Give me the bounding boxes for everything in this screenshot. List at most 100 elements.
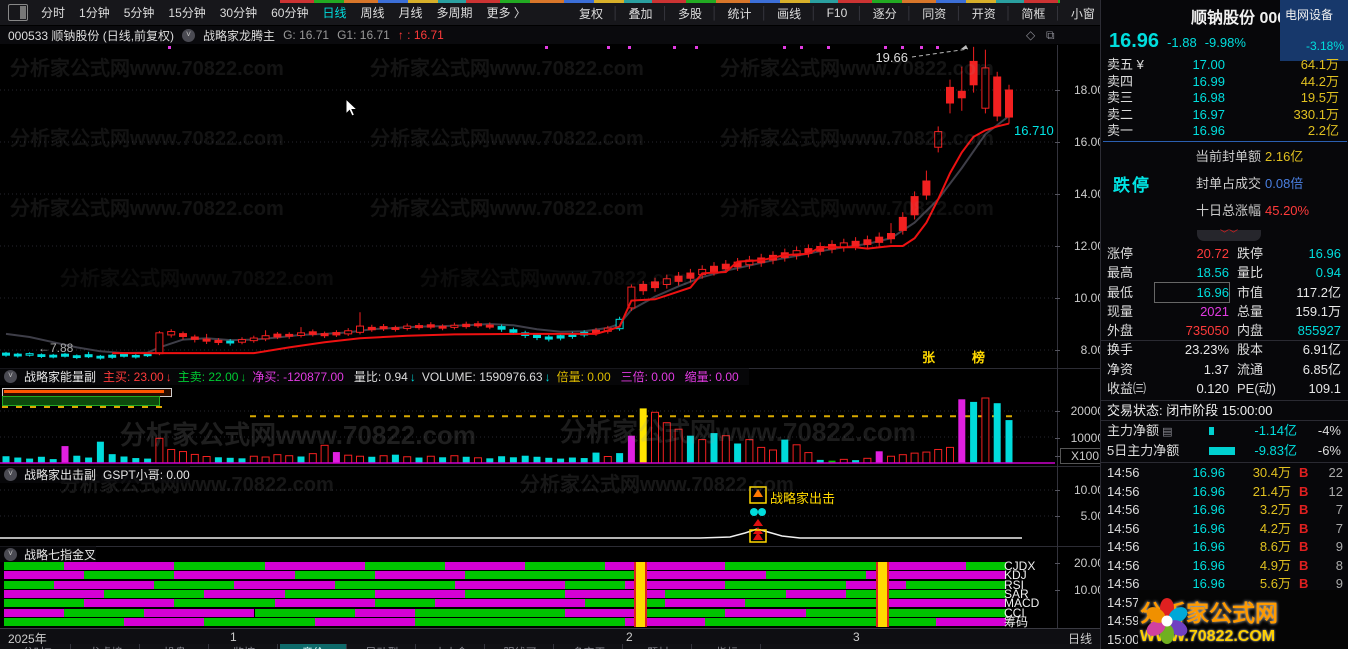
candlestick-chart[interactable]: 19.66 16.710 ←7.88 张 榜 <box>0 45 1057 368</box>
axis-label: 10.00 <box>1073 291 1104 305</box>
panel-toggle-icon[interactable]: ⧉ <box>1046 28 1055 42</box>
stripe-segment <box>845 580 906 589</box>
toolbar-action[interactable]: 简框 <box>1021 6 1046 21</box>
collapse-circle-icon[interactable]: ˅ <box>4 547 17 561</box>
trade-tick-row[interactable]: 14:56 16.96 8.6万 B 9 <box>1107 539 1343 554</box>
workspace-tab[interactable]: 竞价 <box>280 644 347 649</box>
stripe-segment <box>464 571 646 580</box>
toolbar-action[interactable]: F10 <box>826 6 848 20</box>
time-axis-label: 2025年 <box>8 632 47 646</box>
sell-row[interactable]: 卖三 16.98 19.5万 <box>1107 90 1339 106</box>
stripe-segment <box>565 608 646 617</box>
stats-row: 涨停 20.72 跌停 16.96 <box>1107 246 1341 261</box>
stripe-segment <box>374 599 435 608</box>
axis-tick <box>1055 456 1060 457</box>
workspace-tab[interactable]: 多空王 <box>556 644 623 649</box>
stripe-segment <box>154 580 235 589</box>
toolbar-action[interactable]: 叠加 <box>628 6 653 21</box>
stripe-segment <box>64 562 175 570</box>
stripe-segment <box>464 590 566 599</box>
stripe-segment <box>625 580 726 589</box>
seal-info-row: ↑ 当前封单额 2.16亿 <box>1194 149 1304 164</box>
sell-row[interactable]: 卖二 16.97 330.1万 <box>1107 106 1339 122</box>
stripe-segment <box>454 580 566 589</box>
indicator-stripe-row <box>4 618 1006 627</box>
workspace-tab[interactable]: 监控 <box>211 644 278 649</box>
attack-panel-header: ˅ 战略家出击副 GSPT小哥: 0.00 <box>0 466 190 483</box>
period-tab[interactable]: 30分钟 <box>219 6 258 20</box>
collapse-handle[interactable]: ﹀﹀ <box>1197 230 1261 241</box>
period-tabs: 分时 1分钟 5分钟 15分钟 30分钟 60分钟 日线 周线 月线 多周期 更多 〉 <box>34 4 533 21</box>
period-tab[interactable]: 更多 〉 <box>486 6 526 20</box>
toolbar-action[interactable]: 复权 <box>579 6 604 21</box>
trade-tick-row[interactable]: 14:56 16.96 4.2万 B 7 <box>1107 520 1343 536</box>
trade-tick-row[interactable]: 14:56 16.96 30.4万 B 22 <box>1107 465 1343 480</box>
collapse-circle-icon[interactable]: ˅ <box>4 468 17 481</box>
workspace-tab[interactable]: 异动型 <box>349 644 416 649</box>
toolbar-action[interactable]: 同资 <box>922 6 947 21</box>
axis-tick <box>1055 516 1060 517</box>
bottom-tab-bar[interactable]: 分时T龙虎榜操盘监控竞价异动型小小金阴线买多空王题材指标 <box>0 644 1100 649</box>
sell-row[interactable]: 卖五 ¥17.00 64.1万 <box>1107 57 1339 72</box>
collapse-circle-icon[interactable]: ˅ <box>4 370 17 383</box>
toolbar-action[interactable]: 画线 <box>777 6 802 21</box>
sell-queue[interactable]: 卖五 ¥17.00 64.1万 卖四 16.99 44.2万 卖三 16.98 19.5万 卖二… <box>1101 57 1348 140</box>
stripe-segment <box>645 571 766 580</box>
workspace-tab[interactable]: 操盘 <box>142 644 209 649</box>
svg-text:张: 张 <box>922 350 936 365</box>
window-icon[interactable] <box>8 4 28 21</box>
arrow-icon: ↓ <box>544 370 551 384</box>
sell-row[interactable]: 卖一 16.96 2.2亿 <box>1107 123 1339 139</box>
attack-indicator-chart[interactable]: 战略家出击 <box>0 483 1057 546</box>
period-tab[interactable]: 1分钟 <box>79 6 110 20</box>
toolbar-action[interactable]: 逐分 <box>872 6 897 21</box>
indicator-value: 三倍: 0.00 <box>620 370 675 384</box>
svg-text:16.710: 16.710 <box>1014 123 1054 138</box>
energy-panel-header: ˅ 战略家能量副 主买: 23.00 ↓ 主卖: 22.00 ↓ 净买: -120877… <box>0 368 749 385</box>
period-tab[interactable]: 多周期 <box>436 6 473 20</box>
trade-tick-row[interactable]: 14:56 16.96 5.6万 B 9 <box>1107 576 1343 591</box>
volume-chart[interactable] <box>0 386 1057 466</box>
indicator-value: 主卖: 22.00 <box>177 370 239 384</box>
diamond-icon[interactable]: ◇ <box>1026 28 1036 42</box>
toolbar-action[interactable]: 多股 <box>678 6 703 21</box>
indicator-stripe-row <box>4 580 1006 589</box>
stripe-segment <box>334 580 455 589</box>
seven-indicator-stripes[interactable]: CJDX KDJ RSI SAR MACD CCI 筹码 <box>0 560 1057 628</box>
energy-bar-orange <box>4 390 164 393</box>
workspace-tab[interactable]: 题材 <box>625 644 692 649</box>
trade-tick-row[interactable]: 14:56 16.96 4.9万 B 8 <box>1107 557 1343 573</box>
period-tab[interactable]: 5分钟 <box>123 6 155 20</box>
separator: │ <box>661 6 670 20</box>
workspace-tab[interactable]: 小小金 <box>418 644 485 649</box>
arrow-icon: ↓ <box>240 370 247 384</box>
toolbar-action[interactable]: 开资 <box>971 6 996 21</box>
indicator-value: 缩量: 0.00 <box>684 370 739 384</box>
trade-tick-row[interactable]: 14:56 16.96 3.2万 B 7 <box>1107 502 1343 517</box>
sector-box[interactable]: 电网设备 -3.18% <box>1280 0 1348 61</box>
arrow-icon: ↓ <box>409 370 416 384</box>
trade-tick-row[interactable]: 14:56 16.96 21.4万 B 12 <box>1107 483 1343 499</box>
period-tab[interactable]: 分时 <box>41 6 66 20</box>
stripe-segment <box>374 571 465 580</box>
period-tab[interactable]: 月线 <box>398 6 423 20</box>
sell-row[interactable]: 卖四 16.99 44.2万 <box>1107 73 1339 89</box>
sector-name: 电网设备 <box>1285 8 1334 22</box>
collapse-circle-icon[interactable]: ˅ <box>182 28 196 42</box>
workspace-tab[interactable]: 分时T <box>4 644 71 649</box>
symbol-label: 000533 顺钠股份 (日线,前复权) <box>8 28 175 43</box>
seal-info-row: 十日总涨幅 45.20% <box>1195 203 1310 218</box>
list-icon: ▤ <box>1159 426 1173 438</box>
toolbar-action[interactable]: 统计 <box>727 6 752 21</box>
period-tab[interactable]: 15分钟 <box>168 6 206 20</box>
toolbar-action[interactable]: 小窗 <box>1070 6 1095 21</box>
time-axis[interactable]: 2025年 1 2 3 日线 <box>0 628 1100 646</box>
workspace-tab[interactable]: 龙虎榜 <box>73 644 140 649</box>
stripe-segment <box>354 608 415 617</box>
stripe-segment <box>965 562 1006 570</box>
period-tab[interactable]: 周线 <box>360 6 385 20</box>
workspace-tab[interactable]: 指标 <box>694 644 761 649</box>
period-tab[interactable]: 60分钟 <box>271 6 309 20</box>
period-tab[interactable]: 日线 <box>322 6 347 20</box>
workspace-tab[interactable]: 阴线买 <box>487 644 554 649</box>
